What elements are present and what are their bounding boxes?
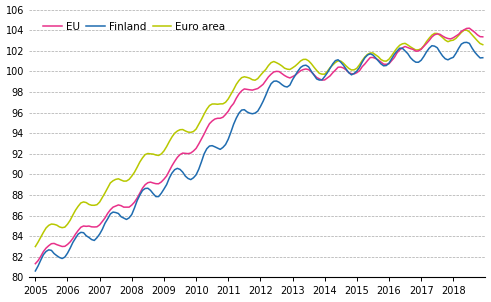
Euro area <box>389 54 395 58</box>
EU <box>32 262 38 265</box>
Euro area <box>480 43 486 47</box>
EU <box>161 177 167 181</box>
EU <box>480 35 486 39</box>
Euro area <box>185 130 191 134</box>
EU <box>389 59 395 63</box>
EU <box>185 152 191 156</box>
Euro area <box>32 245 38 248</box>
Finland <box>185 177 191 180</box>
EU <box>113 204 119 208</box>
Euro area <box>464 28 469 32</box>
Euro area <box>113 178 119 181</box>
EU <box>295 71 301 75</box>
EU <box>466 26 472 30</box>
Legend: EU, Finland, Euro area: EU, Finland, Euro area <box>39 18 230 36</box>
Finland <box>464 40 469 44</box>
Line: Euro area: Euro area <box>35 30 483 246</box>
Finland <box>113 211 119 214</box>
Euro area <box>161 149 167 153</box>
Finland <box>480 56 486 59</box>
Finland <box>287 83 293 87</box>
Euro area <box>295 62 301 66</box>
Line: EU: EU <box>35 28 483 264</box>
Finland <box>161 187 167 191</box>
Finland <box>295 69 301 73</box>
Euro area <box>287 68 293 71</box>
Finland <box>32 269 38 273</box>
Finland <box>389 57 395 60</box>
Line: Finland: Finland <box>35 42 483 271</box>
EU <box>287 76 293 80</box>
